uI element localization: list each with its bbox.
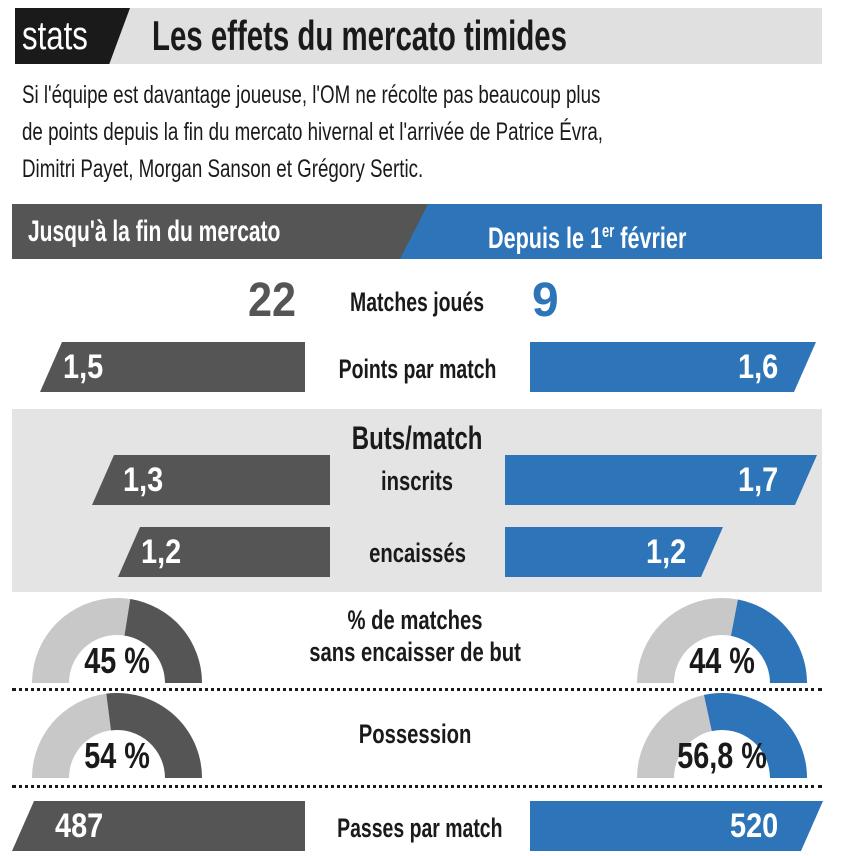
clean-right-gauge-fill [730, 599, 807, 683]
possession-right-value: 56,8 % [677, 735, 767, 776]
divider-2 [12, 785, 822, 788]
left-column-header [12, 204, 437, 259]
scored-label: inscrits [381, 466, 454, 496]
possession-label: Possession [358, 719, 472, 749]
conceded-left-bar [118, 527, 330, 577]
possession-right-gauge [637, 693, 807, 778]
passes-left-value: 487 [55, 807, 104, 845]
matches-right-value: 9 [532, 274, 559, 327]
scored-right-bar [505, 455, 817, 505]
clean-label-line-2: sans encaisser de but [309, 637, 521, 667]
possession-right-gauge-fill [703, 693, 807, 778]
points-label: Points par match [338, 354, 497, 384]
left-column-title: Jusqu'à la fin du mercato [28, 215, 281, 248]
clean-left-gauge-fill [124, 599, 203, 683]
scored-left-value: 1,3 [123, 461, 164, 499]
page-title: Les effets du mercato timides [152, 12, 567, 59]
points-right-bar [530, 342, 816, 392]
clean-left-gauge [32, 598, 203, 683]
conceded-right-bar [505, 527, 723, 577]
divider-1 [12, 688, 822, 691]
intro-line-2: de points depuis la fin du mercato hiver… [22, 118, 603, 146]
scored-left-bar [92, 455, 330, 505]
right-column-header [400, 204, 822, 259]
intro-line-3: Dimitri Payet, Morgan Sanson et Grégory … [22, 155, 424, 183]
header-bar [15, 8, 822, 64]
clean-right-gauge [637, 598, 807, 683]
clean-label-line-1: % de matches [347, 605, 483, 635]
possession-left-value: 54 % [84, 735, 150, 776]
passes-left-bar [12, 801, 305, 851]
matches-label: Matches joués [350, 287, 484, 317]
conceded-right-value: 1,2 [646, 533, 687, 571]
conceded-label: encaissés [369, 538, 466, 568]
stats-tag-label: stats [22, 14, 88, 58]
possession-left-gauge [32, 693, 203, 778]
scored-right-value: 1,7 [738, 461, 779, 499]
passes-right-value: 520 [730, 807, 779, 845]
points-left-value: 1,5 [63, 348, 104, 386]
clean-left-value: 45 % [84, 640, 150, 681]
conceded-left-value: 1,2 [141, 533, 182, 571]
passes-label: Passes par match [337, 813, 503, 843]
stats-tag [15, 8, 130, 64]
goals-title: Buts/match [352, 420, 483, 456]
right-column-title: Depuis le 1er février [488, 221, 687, 255]
points-right-value: 1,6 [738, 348, 779, 386]
clean-right-value: 44 % [689, 640, 755, 681]
possession-left-gauge-fill [106, 693, 203, 778]
passes-right-bar [530, 801, 823, 851]
matches-left-value: 22 [248, 274, 297, 327]
intro-line-1: Si l'équipe est davantage joueuse, l'OM … [22, 81, 601, 109]
points-left-bar [40, 342, 305, 392]
